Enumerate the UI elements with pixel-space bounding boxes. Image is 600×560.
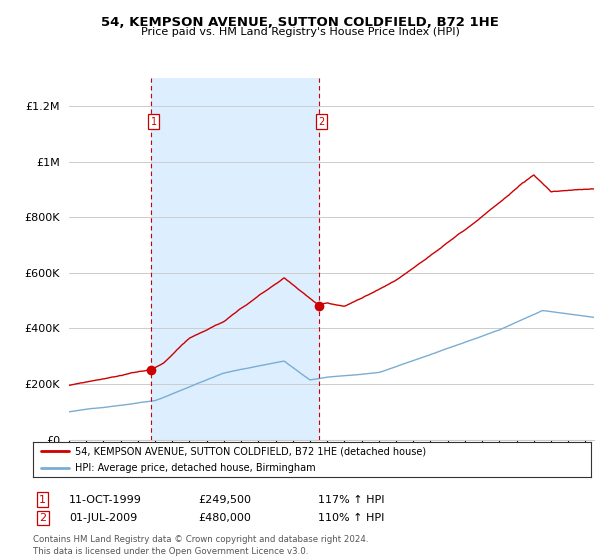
Text: 1: 1 (39, 494, 46, 505)
Text: 11-OCT-1999: 11-OCT-1999 (69, 494, 142, 505)
Text: 54, KEMPSON AVENUE, SUTTON COLDFIELD, B72 1HE (detached house): 54, KEMPSON AVENUE, SUTTON COLDFIELD, B7… (75, 446, 426, 456)
Text: 2: 2 (39, 513, 46, 523)
Text: 2: 2 (318, 116, 324, 127)
Bar (151, 78, 319, 440)
Text: 110% ↑ HPI: 110% ↑ HPI (318, 513, 385, 523)
Text: HPI: Average price, detached house, Birmingham: HPI: Average price, detached house, Birm… (75, 463, 316, 473)
Text: 01-JUL-2009: 01-JUL-2009 (69, 513, 137, 523)
Text: 54, KEMPSON AVENUE, SUTTON COLDFIELD, B72 1HE: 54, KEMPSON AVENUE, SUTTON COLDFIELD, B7… (101, 16, 499, 29)
Text: Contains HM Land Registry data © Crown copyright and database right 2024.
This d: Contains HM Land Registry data © Crown c… (33, 535, 368, 556)
Text: Price paid vs. HM Land Registry's House Price Index (HPI): Price paid vs. HM Land Registry's House … (140, 27, 460, 37)
Text: £249,500: £249,500 (198, 494, 251, 505)
Text: 1: 1 (151, 116, 157, 127)
Text: £480,000: £480,000 (198, 513, 251, 523)
Text: 117% ↑ HPI: 117% ↑ HPI (318, 494, 385, 505)
